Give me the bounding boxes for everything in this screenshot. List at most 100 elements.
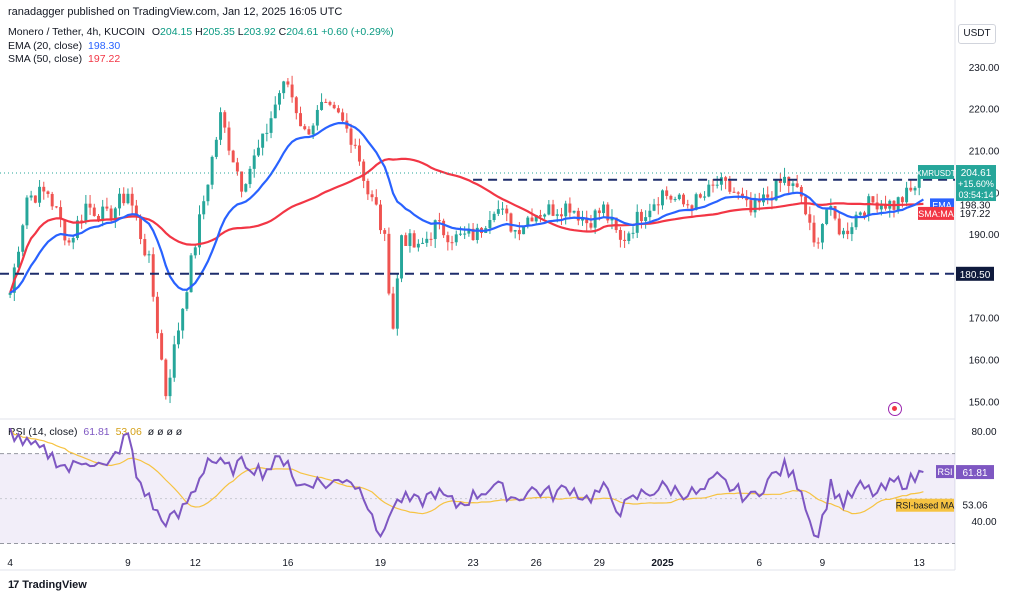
rsi-ma-line [9, 427, 924, 515]
candle-body [543, 214, 547, 217]
candle-body [416, 243, 420, 248]
price-tick-label: 210.00 [969, 146, 1000, 157]
candle [63, 219, 67, 246]
candle-body [139, 217, 143, 240]
candle-body [863, 212, 866, 216]
ohlc-h-label: H [195, 26, 203, 38]
candle [509, 212, 513, 233]
candle-body [92, 207, 96, 216]
level-price-tag-text: 180.50 [960, 270, 991, 281]
candle [67, 237, 71, 246]
candle-body [278, 93, 281, 105]
candle-body [198, 214, 201, 248]
candle [408, 229, 412, 253]
candle-body [778, 179, 782, 183]
candle [547, 200, 551, 216]
ema-legend[interactable]: EMA (20, close) 198.30 [8, 40, 120, 52]
candle [54, 206, 58, 209]
candle [639, 209, 643, 229]
candle [804, 195, 808, 216]
candle [299, 106, 302, 127]
candle [143, 233, 147, 257]
candle-body [724, 177, 728, 181]
candle [576, 207, 580, 226]
candle-body [530, 217, 534, 222]
candle-body [336, 108, 340, 113]
candle-body [269, 118, 273, 133]
candle-body [113, 208, 117, 220]
candle-body [581, 217, 584, 221]
candle-body [21, 225, 25, 252]
candle-body [374, 197, 378, 205]
rsi-legend[interactable]: RSI (14, close) 61.81 53.06 ø ø ø ø [8, 426, 182, 438]
alert-flash-icon[interactable] [888, 402, 902, 416]
candle-body [867, 196, 871, 216]
rsi-ma-tag [896, 498, 954, 512]
ema-legend-label: EMA (20, close) [8, 40, 83, 52]
candle [863, 210, 866, 220]
candle [92, 203, 96, 217]
candle [631, 226, 635, 239]
candle [202, 195, 206, 220]
candle [75, 215, 79, 241]
currency-selector[interactable]: USDT [958, 24, 996, 44]
candle [261, 133, 265, 156]
candle [252, 149, 256, 178]
candle-body [273, 104, 277, 119]
rsi-legend-extras: ø ø ø ø [147, 426, 183, 438]
candle-body [299, 113, 302, 127]
sma-legend[interactable]: SMA (50, close) 197.22 [8, 53, 120, 65]
candle-body [732, 191, 736, 193]
symbol-legend: Monero / Tether, 4h, KUCOIN O204.15 H205… [8, 26, 394, 38]
candle-body [534, 215, 538, 222]
candle [635, 204, 639, 239]
candle-body [492, 213, 496, 221]
candle [387, 227, 391, 296]
candle [589, 214, 593, 230]
candle-body [652, 204, 656, 211]
candle-body [214, 139, 218, 157]
candle [867, 193, 871, 222]
candle-body [471, 228, 475, 241]
candle [160, 329, 164, 361]
candle [846, 222, 850, 240]
candle [808, 206, 812, 231]
rsi-tick-label: 80.00 [971, 427, 996, 438]
ohlc-close: 204.61 [286, 26, 319, 38]
candle-body [185, 292, 189, 309]
candle-body [164, 359, 168, 397]
candle [379, 199, 382, 234]
candle [214, 136, 218, 160]
candle [568, 197, 572, 220]
candle-body [669, 195, 673, 200]
candle [749, 192, 753, 216]
candle-body [690, 205, 694, 210]
candle [471, 223, 475, 241]
tradingview-logo-text: TradingView [22, 579, 87, 591]
symbol-name[interactable]: Monero / Tether, 4h, KUCOIN [8, 26, 145, 38]
candle [791, 180, 795, 193]
candle-body [67, 240, 71, 243]
tradingview-logo[interactable]: 17 TradingView [8, 579, 87, 591]
candle [602, 201, 606, 217]
candle [336, 105, 340, 114]
candle-body [130, 193, 134, 206]
candle [585, 210, 589, 233]
candle-body [332, 104, 336, 109]
candle [324, 98, 328, 103]
sma-tag [918, 206, 954, 220]
candle [820, 223, 824, 250]
candle-body [286, 81, 290, 85]
candle-body [404, 235, 408, 246]
candle [829, 198, 833, 216]
candle-body [362, 161, 366, 181]
rsi-ma-tag-text: RSI-based MA [896, 501, 955, 511]
candle-body [324, 101, 328, 103]
candle [282, 80, 286, 99]
candle-body [349, 128, 353, 145]
candle-body [101, 206, 105, 221]
candle-body [450, 242, 454, 244]
candle-body [467, 228, 471, 234]
candle-body [395, 278, 399, 329]
